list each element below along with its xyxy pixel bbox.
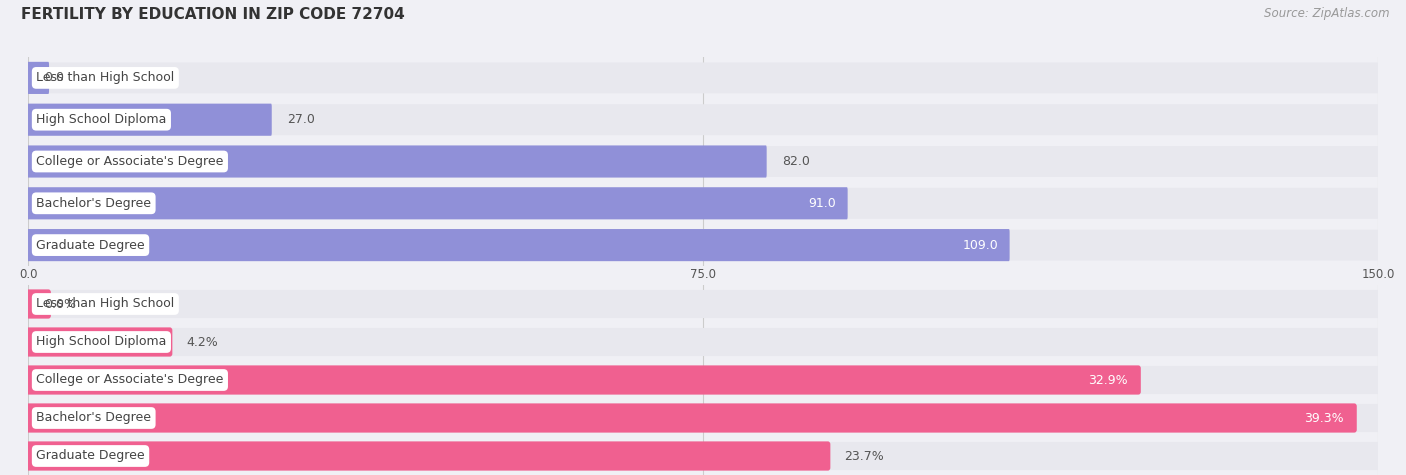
Text: 0.0: 0.0 — [45, 71, 65, 85]
FancyBboxPatch shape — [28, 187, 848, 219]
Text: 82.0: 82.0 — [782, 155, 810, 168]
Text: Source: ZipAtlas.com: Source: ZipAtlas.com — [1264, 7, 1389, 20]
FancyBboxPatch shape — [28, 404, 1378, 432]
FancyBboxPatch shape — [28, 146, 1378, 177]
Text: Graduate Degree: Graduate Degree — [37, 449, 145, 463]
Text: Less than High School: Less than High School — [37, 71, 174, 85]
Text: 32.9%: 32.9% — [1088, 373, 1128, 387]
FancyBboxPatch shape — [28, 188, 1378, 219]
FancyBboxPatch shape — [28, 328, 1378, 356]
Text: 150.0: 150.0 — [1361, 268, 1395, 281]
Text: 0.0: 0.0 — [18, 268, 38, 281]
FancyBboxPatch shape — [28, 366, 1378, 394]
FancyBboxPatch shape — [28, 62, 49, 94]
FancyBboxPatch shape — [28, 229, 1010, 261]
FancyBboxPatch shape — [28, 290, 1378, 318]
Text: College or Associate's Degree: College or Associate's Degree — [37, 155, 224, 168]
FancyBboxPatch shape — [25, 327, 173, 357]
FancyBboxPatch shape — [28, 104, 1378, 135]
FancyBboxPatch shape — [25, 441, 831, 471]
FancyBboxPatch shape — [25, 289, 51, 319]
Text: High School Diploma: High School Diploma — [37, 113, 166, 126]
Text: 109.0: 109.0 — [962, 238, 998, 252]
FancyBboxPatch shape — [28, 442, 1378, 470]
FancyBboxPatch shape — [28, 104, 271, 136]
Text: 75.0: 75.0 — [690, 268, 716, 281]
FancyBboxPatch shape — [25, 403, 1357, 433]
Text: 39.3%: 39.3% — [1303, 411, 1344, 425]
Text: 4.2%: 4.2% — [186, 335, 218, 349]
Text: Bachelor's Degree: Bachelor's Degree — [37, 411, 152, 425]
FancyBboxPatch shape — [28, 145, 766, 178]
Text: 27.0: 27.0 — [287, 113, 315, 126]
FancyBboxPatch shape — [28, 229, 1378, 261]
FancyBboxPatch shape — [28, 62, 1378, 94]
Text: High School Diploma: High School Diploma — [37, 335, 166, 349]
Text: 0.0%: 0.0% — [45, 297, 76, 311]
Text: Bachelor's Degree: Bachelor's Degree — [37, 197, 152, 210]
FancyBboxPatch shape — [25, 365, 1140, 395]
Text: College or Associate's Degree: College or Associate's Degree — [37, 373, 224, 387]
Text: Graduate Degree: Graduate Degree — [37, 238, 145, 252]
Text: FERTILITY BY EDUCATION IN ZIP CODE 72704: FERTILITY BY EDUCATION IN ZIP CODE 72704 — [21, 7, 405, 22]
Text: 91.0: 91.0 — [808, 197, 837, 210]
Text: Less than High School: Less than High School — [37, 297, 174, 311]
Text: 23.7%: 23.7% — [844, 449, 884, 463]
